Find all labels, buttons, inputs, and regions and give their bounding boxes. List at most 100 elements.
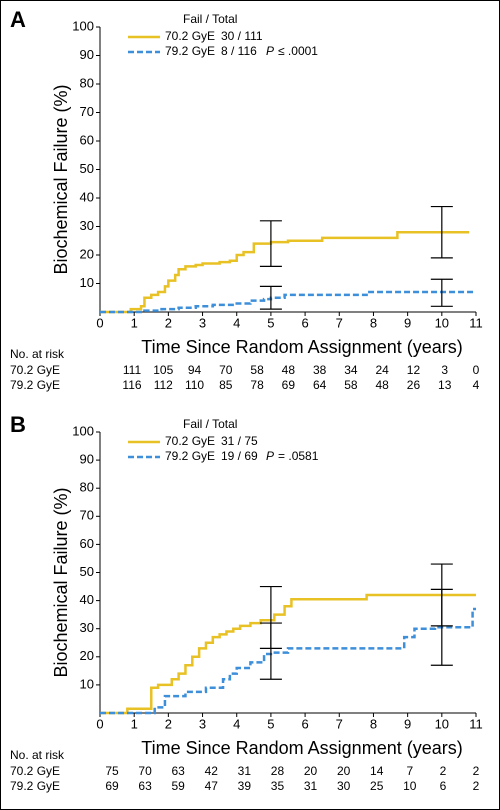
km-curve bbox=[100, 607, 476, 715]
x-tick-label: 6 bbox=[301, 716, 308, 731]
at-risk-count: 58 bbox=[250, 363, 264, 377]
y-tick-label: 30 bbox=[80, 218, 94, 233]
at-risk-title: No. at risk bbox=[10, 347, 65, 361]
at-risk-count: 94 bbox=[188, 363, 202, 377]
at-risk-count: 105 bbox=[153, 363, 173, 377]
legend-label: 79.2 GyE bbox=[165, 449, 215, 463]
legend-fail-total: 8 / 116 bbox=[221, 44, 257, 58]
x-tick-label: 1 bbox=[131, 716, 138, 731]
x-tick-label: 7 bbox=[336, 315, 343, 330]
at-risk-count: 20 bbox=[304, 764, 318, 778]
x-tick-label: 3 bbox=[199, 315, 206, 330]
y-tick-label: 90 bbox=[80, 452, 94, 467]
at-risk-count: 85 bbox=[219, 378, 233, 392]
y-tick-label: 20 bbox=[80, 246, 94, 261]
y-tick-label: 10 bbox=[80, 275, 94, 290]
at-risk-count: 2 bbox=[473, 779, 480, 793]
x-axis-label: Time Since Random Assignment (years) bbox=[141, 337, 462, 357]
at-risk-count: 38 bbox=[313, 363, 327, 377]
at-risk-row-label: 70.2 GyE bbox=[10, 764, 60, 778]
at-risk-count: 31 bbox=[304, 779, 318, 793]
legend-label: 70.2 GyE bbox=[165, 29, 215, 43]
at-risk-count: 13 bbox=[438, 378, 452, 392]
at-risk-count: 7 bbox=[406, 764, 413, 778]
y-axis-label: Biochemical Failure (%) bbox=[51, 487, 71, 677]
at-risk-count: 75 bbox=[105, 764, 119, 778]
y-tick-label: 70 bbox=[80, 104, 94, 119]
at-risk-count: 59 bbox=[172, 779, 186, 793]
at-risk-count: 58 bbox=[344, 378, 358, 392]
y-tick-label: 40 bbox=[80, 592, 94, 607]
y-tick-label: 90 bbox=[80, 47, 94, 62]
y-tick-label: 100 bbox=[72, 423, 94, 438]
y-tick-label: 10 bbox=[80, 676, 94, 691]
p-label: P bbox=[266, 449, 274, 463]
at-risk-count: 48 bbox=[376, 378, 390, 392]
x-tick-label: 9 bbox=[404, 315, 411, 330]
p-label: P bbox=[266, 44, 274, 58]
at-risk-count: 30 bbox=[337, 779, 351, 793]
at-risk-count: 12 bbox=[407, 363, 421, 377]
x-tick-label: 1 bbox=[131, 315, 138, 330]
x-tick-label: 8 bbox=[370, 716, 377, 731]
y-tick-label: 20 bbox=[80, 648, 94, 663]
at-risk-row-label: 70.2 GyE bbox=[10, 363, 60, 377]
legend-fail-total: 30 / 111 bbox=[221, 29, 263, 43]
at-risk-count: 111 bbox=[123, 363, 142, 377]
at-risk-count: 3 bbox=[441, 363, 448, 377]
at-risk-count: 31 bbox=[238, 764, 252, 778]
at-risk-count: 63 bbox=[172, 764, 186, 778]
at-risk-count: 112 bbox=[154, 378, 173, 392]
km-curve bbox=[100, 230, 470, 314]
at-risk-count: 26 bbox=[407, 378, 421, 392]
x-tick-label: 0 bbox=[96, 716, 103, 731]
at-risk-count: 64 bbox=[313, 378, 327, 392]
at-risk-count: 70 bbox=[219, 363, 233, 377]
at-risk-count: 116 bbox=[122, 378, 141, 392]
x-tick-label: 5 bbox=[267, 716, 274, 731]
p-value-text: ≤ .0001 bbox=[278, 44, 318, 58]
x-tick-label: 4 bbox=[233, 716, 240, 731]
panel-label: B bbox=[10, 412, 26, 437]
panel-label: A bbox=[10, 7, 26, 32]
at-risk-count: 69 bbox=[105, 779, 119, 793]
x-tick-label: 11 bbox=[469, 716, 483, 731]
x-tick-label: 10 bbox=[435, 716, 449, 731]
at-risk-count: 47 bbox=[205, 779, 219, 793]
at-risk-count: 63 bbox=[138, 779, 152, 793]
legend-title: Fail / Total bbox=[183, 12, 237, 26]
legend-label: 70.2 GyE bbox=[165, 434, 215, 448]
x-tick-label: 10 bbox=[435, 315, 449, 330]
at-risk-count: 14 bbox=[370, 764, 384, 778]
y-tick-label: 40 bbox=[80, 189, 94, 204]
x-tick-label: 2 bbox=[165, 315, 172, 330]
at-risk-count: 24 bbox=[376, 363, 390, 377]
x-tick-label: 7 bbox=[336, 716, 343, 731]
y-tick-label: 100 bbox=[72, 18, 94, 33]
y-tick-label: 80 bbox=[80, 75, 94, 90]
at-risk-count: 0 bbox=[473, 363, 480, 377]
at-risk-count: 2 bbox=[473, 764, 480, 778]
x-tick-label: 11 bbox=[469, 315, 483, 330]
y-tick-label: 30 bbox=[80, 620, 94, 635]
legend-fail-total: 19 / 69 bbox=[221, 449, 258, 463]
at-risk-count: 110 bbox=[185, 378, 204, 392]
y-tick-label: 70 bbox=[80, 508, 94, 523]
legend-title: Fail / Total bbox=[183, 417, 237, 431]
p-value: P = .0581 bbox=[266, 449, 319, 463]
at-risk-count: 42 bbox=[205, 764, 219, 778]
at-risk-count: 70 bbox=[138, 764, 152, 778]
x-tick-label: 3 bbox=[199, 716, 206, 731]
y-tick-label: 60 bbox=[80, 536, 94, 551]
legend-label: 79.2 GyE bbox=[165, 44, 215, 58]
at-risk-count: 4 bbox=[473, 378, 480, 392]
y-tick-label: 60 bbox=[80, 132, 94, 147]
y-tick-label: 80 bbox=[80, 480, 94, 495]
x-tick-label: 0 bbox=[96, 315, 103, 330]
at-risk-count: 10 bbox=[403, 779, 417, 793]
at-risk-row-label: 79.2 GyE bbox=[10, 779, 60, 793]
at-risk-count: 69 bbox=[282, 378, 296, 392]
at-risk-count: 25 bbox=[370, 779, 384, 793]
